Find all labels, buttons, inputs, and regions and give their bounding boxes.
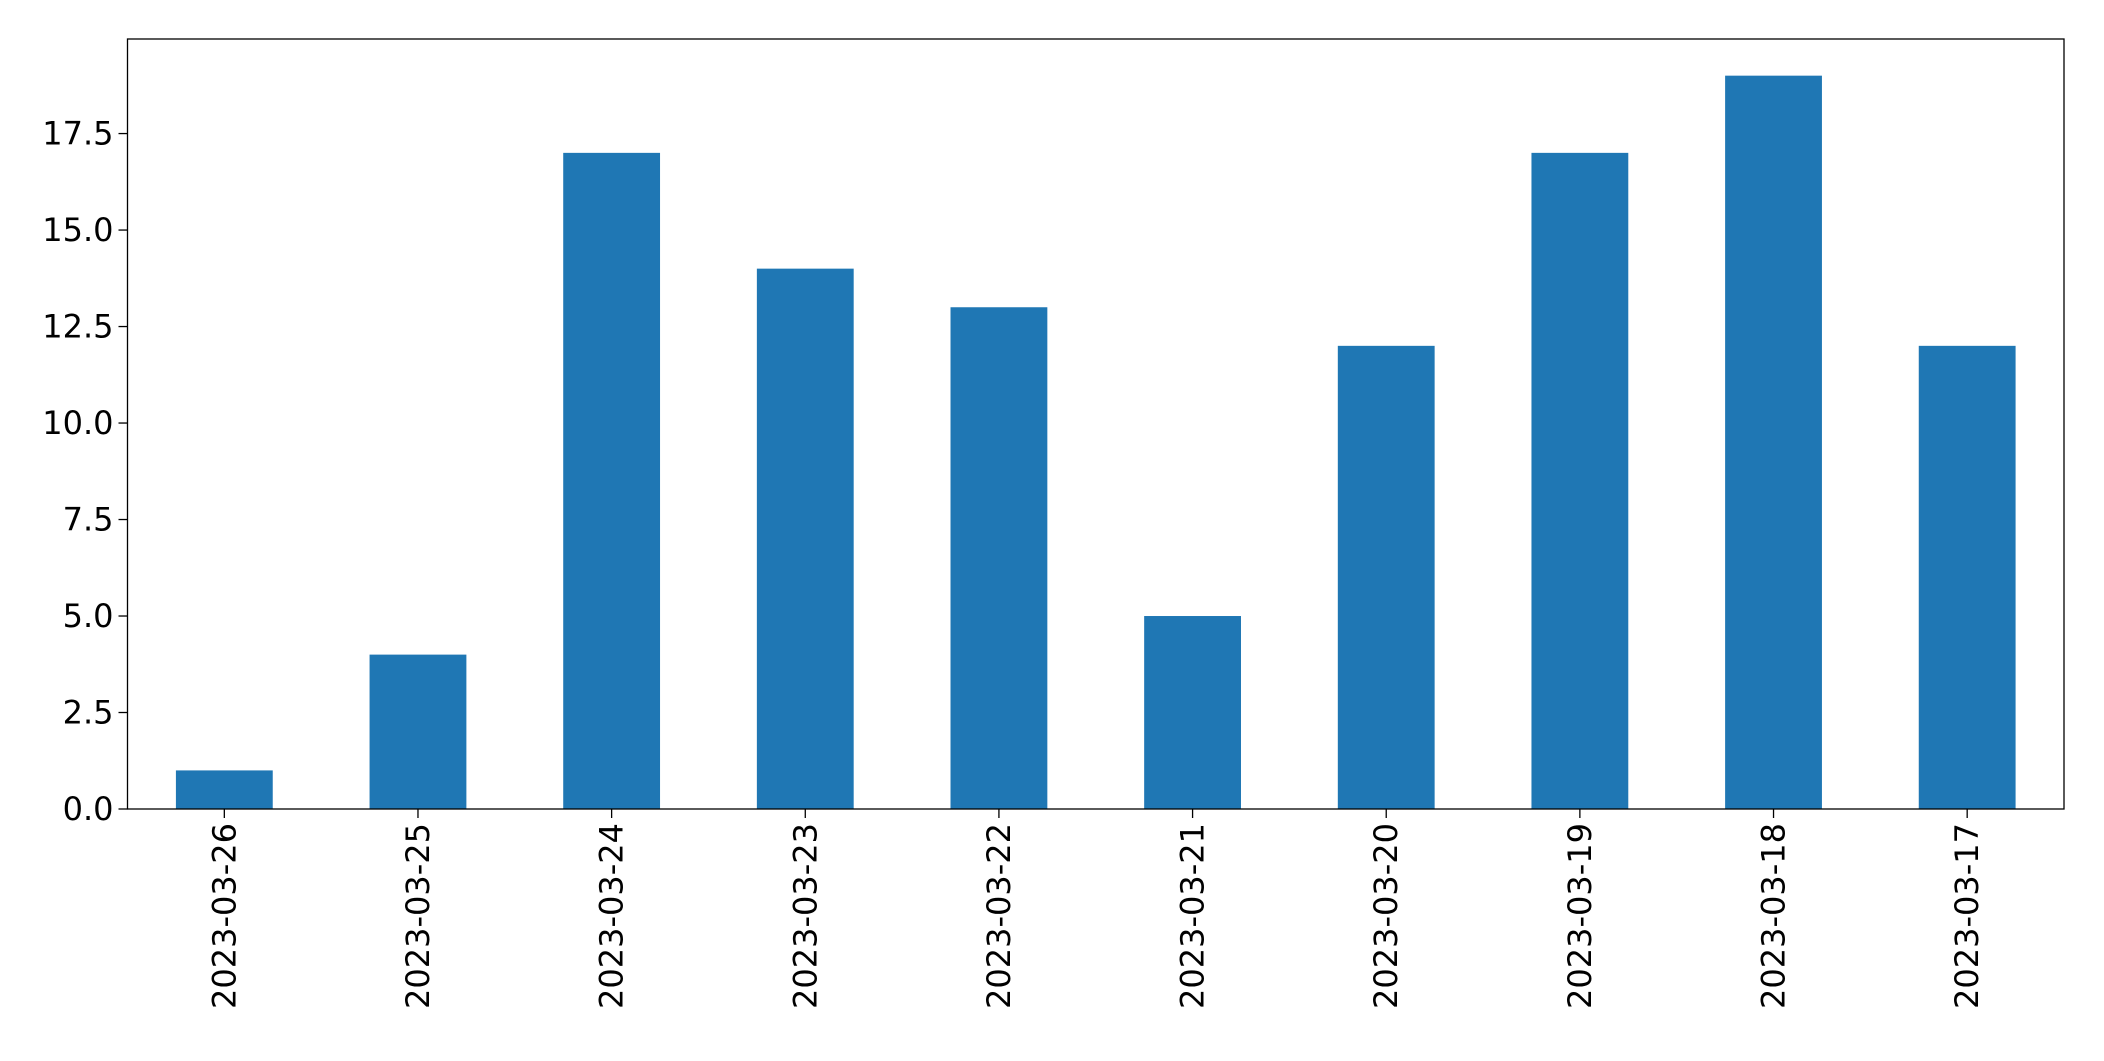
y-tick-label: 15.0 <box>42 211 113 249</box>
plot-frame <box>126 38 2065 810</box>
x-tick-label: 2023-03-26 <box>205 823 243 1009</box>
y-tick-label: 17.5 <box>42 115 113 153</box>
bar <box>756 268 854 809</box>
bar <box>950 307 1048 809</box>
x-tick-label: 2023-03-21 <box>1174 823 1212 1009</box>
x-tick-label: 2023-03-18 <box>1755 823 1793 1009</box>
x-tick-label: 2023-03-19 <box>1561 823 1599 1009</box>
x-tick-label: 2023-03-25 <box>399 823 437 1009</box>
bar <box>1144 616 1241 809</box>
y-tick-label: 12.5 <box>42 308 113 346</box>
x-tick-label: 2023-03-17 <box>1948 823 1986 1009</box>
y-tick-label: 2.5 <box>63 694 114 732</box>
y-tick-label: 10.0 <box>42 404 113 442</box>
bar <box>1725 75 1822 809</box>
y-tick-label: 0.0 <box>63 790 114 828</box>
x-tick-label: 2023-03-22 <box>980 823 1018 1009</box>
bar <box>175 770 273 809</box>
y-tick-label: 7.5 <box>63 501 114 539</box>
bar <box>1337 345 1435 809</box>
bar <box>1531 152 1629 810</box>
x-tick-label: 2023-03-24 <box>593 823 631 1009</box>
x-tick-label: 2023-03-23 <box>786 823 824 1009</box>
bar <box>1918 345 2016 809</box>
bar <box>563 152 661 810</box>
bar <box>369 654 467 809</box>
x-tick-label: 2023-03-20 <box>1367 823 1405 1009</box>
y-tick-label: 5.0 <box>63 597 114 635</box>
